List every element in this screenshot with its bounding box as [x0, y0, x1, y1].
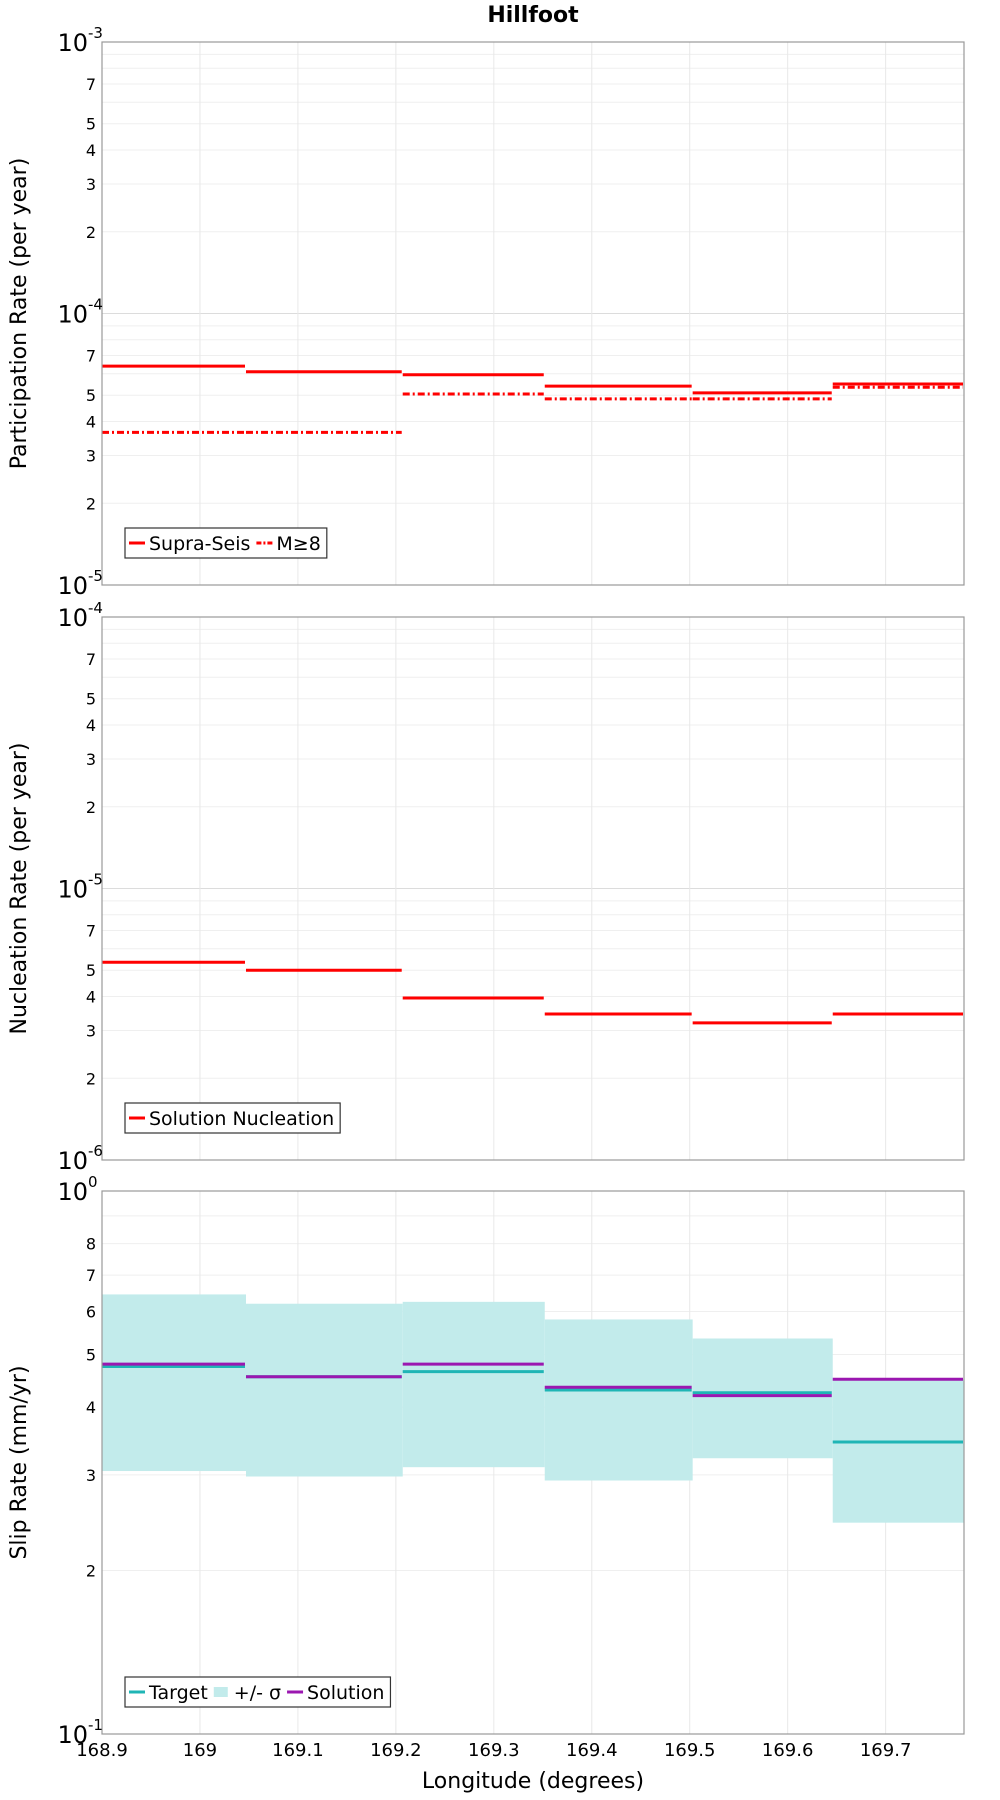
- y-tick-exponent: -4: [88, 599, 103, 617]
- legend: Solution Nucleation: [124, 1102, 341, 1134]
- y-tick-exponent: -3: [88, 24, 103, 42]
- legend-box: [124, 1102, 341, 1134]
- y-tick-label: 7: [86, 922, 96, 941]
- legend: Target +/- σ Solution: [124, 1676, 392, 1708]
- y-tick-label: 10: [57, 301, 88, 329]
- y-tick-label: 2: [86, 1069, 96, 1088]
- y-tick-label: 2: [86, 798, 96, 817]
- y-tick-exponent: 0: [88, 1173, 98, 1191]
- y-tick-label: 10: [57, 572, 88, 600]
- y-tick-label: 3: [86, 750, 96, 769]
- legend-entry: Solution Nucleation: [149, 1108, 334, 1130]
- y-tick-label: 3: [86, 1466, 96, 1485]
- band-rect: [245, 1303, 403, 1477]
- legend-box: [124, 527, 328, 559]
- y-axis-label: Slip Rate (mm/yr): [7, 1365, 32, 1559]
- legend-swatch: [213, 1687, 228, 1697]
- y-tick-label: 2: [86, 494, 96, 513]
- plot-frame: [101, 616, 965, 1161]
- y-tick-label: 2: [86, 223, 96, 242]
- y-tick-label: 7: [86, 347, 96, 366]
- x-tick-label: 169: [183, 1740, 217, 1761]
- x-tick-label: 169.5: [664, 1740, 716, 1761]
- y-tick-exponent: -4: [88, 296, 103, 314]
- legend: Supra-Seis M≥8: [124, 527, 328, 559]
- band-rect: [544, 1319, 693, 1481]
- x-tick-label: 169.3: [468, 1740, 520, 1761]
- x-tick-label: 169.6: [762, 1740, 814, 1761]
- y-tick-label: 6: [86, 1302, 96, 1321]
- y-tick-label: 4: [86, 1398, 96, 1417]
- y-tick-label: 7: [86, 650, 96, 669]
- legend-entry: Target: [148, 1682, 208, 1704]
- y-tick-label: 4: [86, 413, 96, 432]
- y-tick-label: 10: [57, 1178, 88, 1206]
- legend-entry: Solution: [307, 1682, 384, 1704]
- y-axis-label: Participation Rate (per year): [7, 158, 32, 470]
- y-tick-label: 5: [86, 386, 96, 405]
- y-tick-label: 4: [86, 988, 96, 1007]
- legend-entry: Supra-Seis: [149, 533, 250, 555]
- y-tick-label: 3: [86, 446, 96, 465]
- x-tick-label: 169.2: [370, 1740, 422, 1761]
- y-tick-label: 7: [86, 1266, 96, 1285]
- legend-entry: M≥8: [276, 533, 320, 555]
- y-tick-label: 10: [57, 604, 88, 632]
- y-tick-label: 10: [57, 29, 88, 57]
- band-rect: [402, 1301, 545, 1468]
- band-rect: [832, 1379, 964, 1523]
- y-tick-label: 3: [86, 1021, 96, 1040]
- y-tick-label: 3: [86, 175, 96, 194]
- x-tick-label: 169.4: [566, 1740, 618, 1761]
- y-tick-label: 10: [57, 1721, 88, 1749]
- band-rect: [692, 1338, 833, 1459]
- y-axis-label: Nucleation Rate (per year): [7, 743, 32, 1035]
- plot-frame: [101, 1190, 965, 1735]
- plot-frame: [101, 41, 965, 586]
- y-tick-label: 2: [86, 1562, 96, 1581]
- x-axis-label: Longitude (degrees): [422, 1769, 644, 1794]
- y-tick-label: 7: [86, 75, 96, 94]
- y-tick-exponent: -1: [88, 1716, 103, 1734]
- y-tick-exponent: -6: [88, 1142, 103, 1160]
- y-tick-label: 4: [86, 141, 96, 160]
- legend-entry: +/- σ: [234, 1682, 281, 1704]
- x-tick-label: 168.9: [76, 1740, 128, 1761]
- y-tick-label: 10: [57, 876, 88, 904]
- y-tick-exponent: -5: [88, 567, 103, 585]
- y-tick-label: 5: [86, 1345, 96, 1364]
- chart-title: Hillfoot: [487, 3, 579, 28]
- y-tick-label: 5: [86, 961, 96, 980]
- y-tick-label: 4: [86, 716, 96, 735]
- band-rect: [102, 1294, 246, 1472]
- y-tick-label: 5: [86, 115, 96, 134]
- y-tick-label: 5: [86, 690, 96, 709]
- x-tick-label: 169.7: [860, 1740, 912, 1761]
- y-tick-label: 10: [57, 1147, 88, 1175]
- x-tick-label: 169.1: [272, 1740, 324, 1761]
- y-tick-label: 8: [86, 1235, 96, 1254]
- y-tick-exponent: -5: [88, 871, 103, 889]
- legend-box: [124, 1676, 392, 1708]
